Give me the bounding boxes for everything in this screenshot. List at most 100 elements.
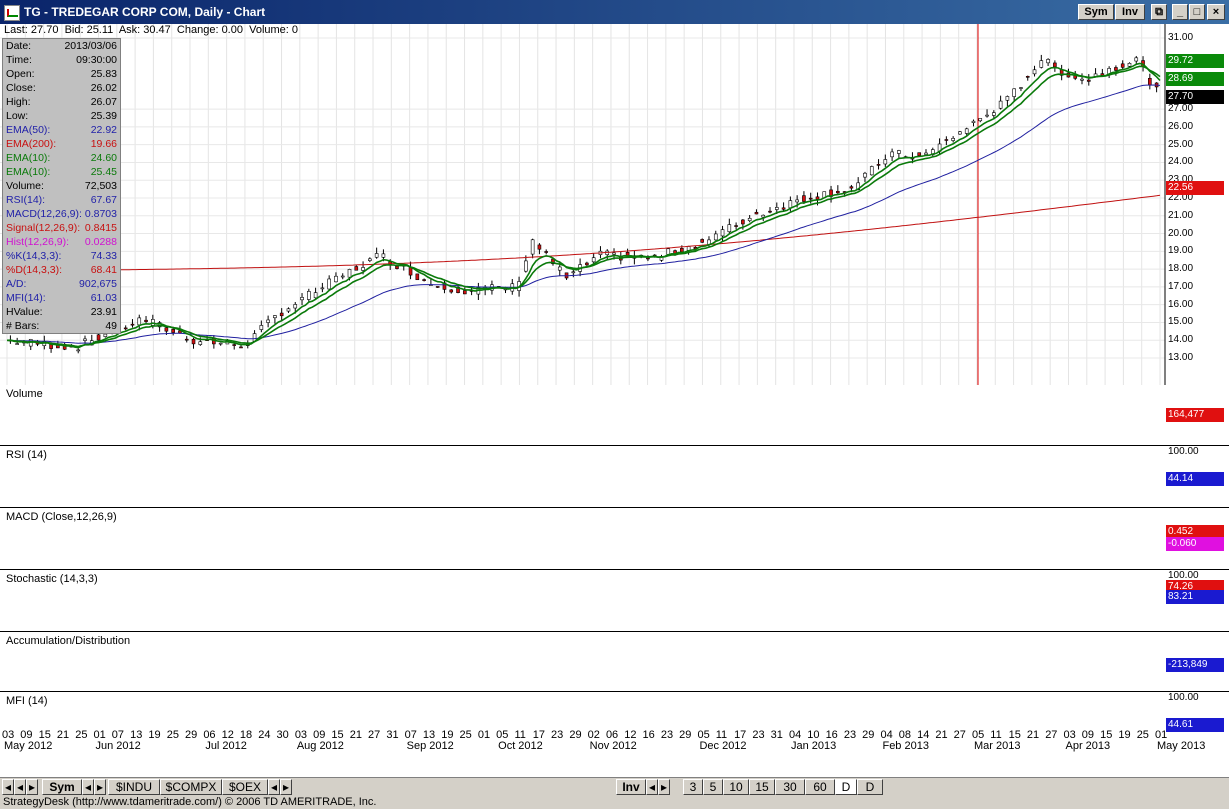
scroll-next-icon[interactable]: ▸ [26,779,38,795]
candle-body [76,349,81,352]
quote-bar: Last: 27.70 Bid: 25.11 Ask: 30.47 Change… [4,24,298,36]
window-title: TG - TREDEGAR CORP COM, Daily - Chart [24,5,266,19]
candle-body [422,279,426,281]
candle-body [849,186,854,189]
info-row: Signal(12,26,9): 0.8415 [3,221,120,235]
interval-daily-active[interactable]: D [835,779,857,795]
candle-body [720,229,725,237]
interval-30[interactable]: 30 [775,779,805,795]
candle-body [802,195,806,202]
close-icon[interactable]: × [1207,4,1225,20]
date-tick: 29 [862,729,875,741]
month-tick: Sep 2012 [406,740,454,752]
price-tick: 14.00 [1168,334,1194,346]
candle-body [924,152,928,155]
tab-compx[interactable]: $COMPX [160,779,222,795]
tab-right-icon[interactable]: ▸ [280,779,292,795]
candle-body [1134,57,1139,62]
rsi-panel: RSI (14) [0,445,1229,507]
price-tick: 18.00 [1168,263,1194,275]
candle-body [964,128,969,134]
candle-body [144,319,148,322]
stochastic-panel: Stochastic (14,3,3) [0,569,1229,631]
month-tick: Mar 2013 [973,740,1021,752]
candle-body [293,304,298,309]
info-key: Date: [6,40,32,52]
minimize-icon[interactable]: _ [1172,4,1188,20]
info-value: 0.8415 [84,222,117,234]
info-key: Time: [6,54,32,66]
info-key: Low: [6,110,29,122]
date-tick: 01 [477,729,491,741]
maximize-icon[interactable]: □ [1189,4,1205,20]
price-tick: 17.00 [1168,280,1194,292]
tab-inv[interactable]: Inv [616,779,646,795]
info-key: %D(14,3,3): [6,264,63,276]
interval-next-icon[interactable]: ▸ [658,779,670,795]
price-tick: 19.00 [1168,245,1194,257]
candle-body [1025,76,1030,78]
date-tick: 30 [276,729,289,741]
quote-volume: Volume: 0 [249,24,299,36]
info-row: Hist(12,26,9): 0.0288 [3,235,120,249]
info-key: High: [6,96,31,108]
date-tick: 27 [953,729,966,741]
candle-body [164,327,169,332]
date-axis: 03 09 15 21 25 01 07 13 19 25 29 06 12 18 24 30 03 09 15 21… [0,729,1229,752]
sym-button[interactable]: Sym [1078,4,1114,20]
date-tick: 11 [715,729,728,741]
interval-10[interactable]: 10 [723,779,749,795]
interval-15[interactable]: 15 [749,779,775,795]
price-tick: 24.00 [1168,156,1194,168]
chart-area[interactable]: Last: 27.70 Bid: 25.11 Ask: 30.47 Change… [0,24,1229,795]
info-key: EMA(10): [6,166,51,178]
tab-prev-icon[interactable]: ◂ [82,779,94,795]
candle-body [273,315,277,319]
candle-body [320,287,325,290]
candle-body [680,248,684,253]
date-tick: 23 [843,729,857,741]
month-tick: May 2013 [1157,740,1206,752]
candle-body [218,342,223,345]
mfi-top-tick: 100.00 [1168,692,1199,703]
interval-3[interactable]: 3 [683,779,703,795]
info-row: # Bars: 49 [3,319,120,333]
info-key: Open: [6,68,35,80]
candle-body [727,224,732,233]
info-row: High: 26.07 [3,95,120,109]
info-row: %D(14,3,3): 68.41 [3,263,120,277]
inv-button[interactable]: Inv [1115,4,1145,20]
info-value: 19.66 [90,138,117,150]
tab-next-icon[interactable]: ▸ [94,779,106,795]
info-value: 25.45 [90,166,117,178]
interval-daily[interactable]: D [857,779,883,795]
symbol-tabbar: ◂ ◂ ▸ Sym ◂ ▸ $INDU $COMPX $OEX ◂ ▸ Inv … [0,777,1229,796]
volume-label: Volume [6,388,43,400]
month-tick: May 2012 [4,740,53,752]
month-tick: Feb 2013 [882,740,929,752]
price-badge: 27.70 [1166,89,1224,104]
candle-body [279,312,284,317]
info-row: Time: 09:30:00 [3,53,120,67]
date-tick: 23 [752,729,765,741]
interval-5[interactable]: 5 [703,779,723,795]
interval-prev-icon[interactable]: ◂ [646,779,658,795]
tab-indu[interactable]: $INDU [108,779,160,795]
candle-body [381,253,386,258]
candle-body [415,273,420,281]
scroll-first-icon[interactable]: ◂ [2,779,14,795]
candle-body [1080,78,1084,81]
candle-body [368,258,372,261]
interval-60[interactable]: 60 [805,779,835,795]
month-tick: Apr 2013 [1065,740,1111,752]
info-key: Close: [6,82,36,94]
tab-left-icon[interactable]: ◂ [268,779,280,795]
detach-icon[interactable]: ⧉ [1151,4,1167,20]
month-tick: Jun 2012 [95,740,141,752]
tab-oex[interactable]: $OEX [222,779,268,795]
date-tick: 03 [294,729,308,741]
info-key: MACD(12,26,9): [6,208,82,220]
status-bar: StrategyDesk (http://www.tdameritrade.co… [0,795,1229,809]
tab-sym[interactable]: Sym [42,779,82,795]
scroll-prev-icon[interactable]: ◂ [14,779,26,795]
